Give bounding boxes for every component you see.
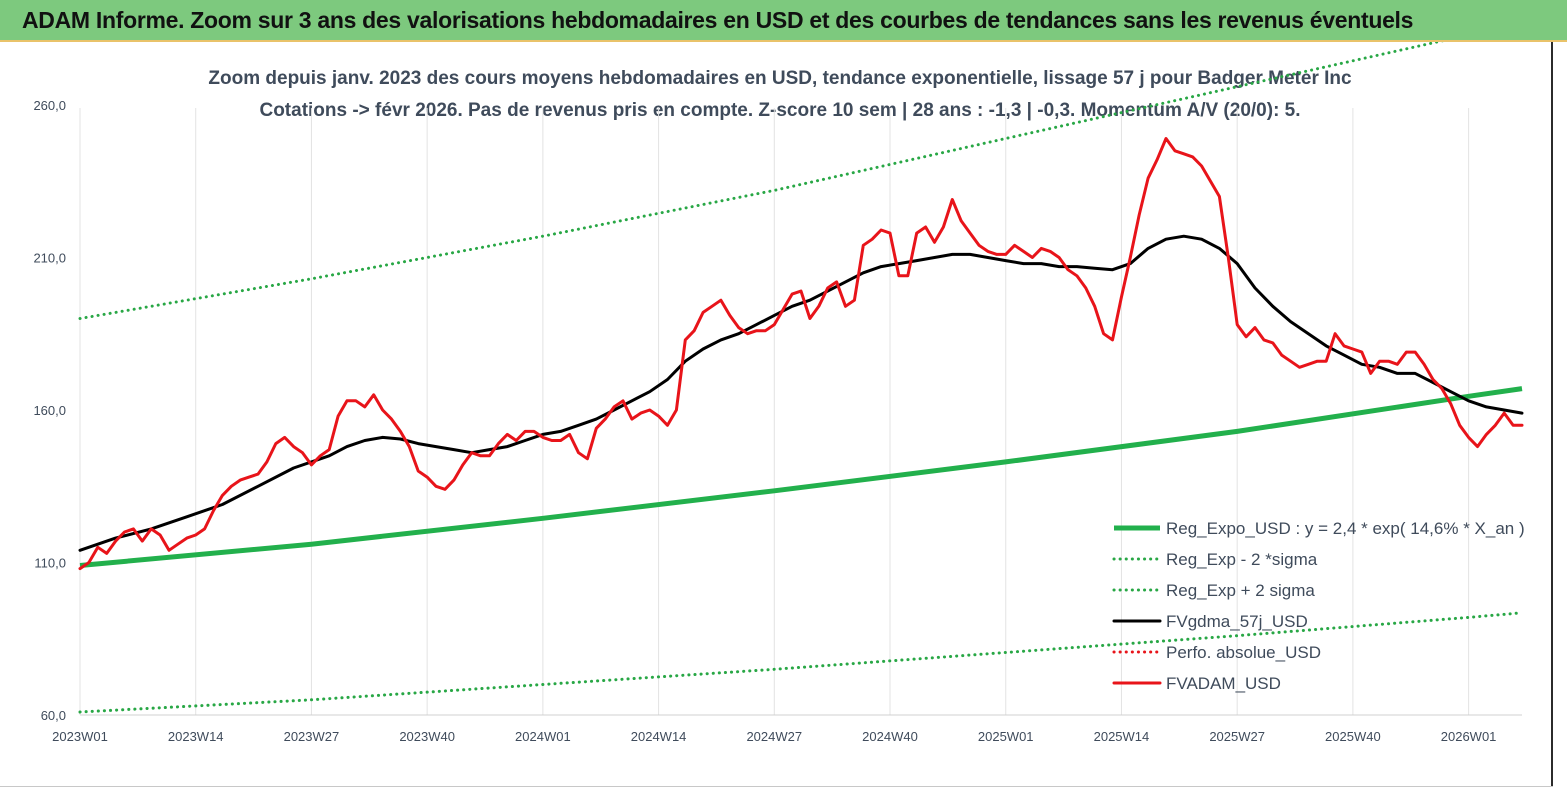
y-tick-label: 210,0: [33, 251, 66, 266]
report-title: ADAM Informe. Zoom sur 3 ans des valoris…: [22, 7, 1414, 33]
x-tick-label: 2026W01: [1441, 729, 1497, 744]
x-tick-label: 2024W40: [862, 729, 918, 744]
gridlines: [79, 108, 1470, 715]
legend-label: Reg_Exp + 2 sigma: [1166, 581, 1315, 600]
x-tick-label: 2024W27: [746, 729, 802, 744]
x-tick-label: 2023W40: [399, 729, 455, 744]
report-banner: ADAM Informe. Zoom sur 3 ans des valoris…: [0, 0, 1567, 42]
legend-label: FVADAM_USD: [1166, 674, 1281, 693]
chart-subtitle: Cotations -> févr 2026. Pas de revenus p…: [259, 100, 1300, 121]
frame-bottom-border: [0, 786, 1553, 787]
x-tick-label: 2023W01: [52, 729, 108, 744]
legend-label: Reg_Exp - 2 *sigma: [1166, 550, 1318, 569]
x-tick-label: 2024W14: [631, 729, 687, 744]
chart-title: Zoom depuis janv. 2023 des cours moyens …: [208, 68, 1352, 89]
frame-right-border: [1551, 42, 1553, 787]
y-tick-label: 260,0: [33, 98, 66, 113]
chart: Zoom depuis janv. 2023 des cours moyens …: [33, 42, 1525, 744]
legend-label: Perfo. absolue_USD: [1166, 643, 1321, 662]
x-tick-label: 2025W01: [978, 729, 1034, 744]
x-tick-label: 2025W40: [1325, 729, 1381, 744]
legend-label: FVgdma_57j_USD: [1166, 612, 1308, 631]
legend: Reg_Expo_USD : y = 2,4 * exp( 14,6% * X_…: [1112, 519, 1525, 693]
y-axis-ticks: 60,0 110,0 160,0 210,0 260,0: [33, 98, 66, 723]
x-tick-label: 2024W01: [515, 729, 571, 744]
x-tick-label: 2023W14: [168, 729, 224, 744]
series-line-1: [78, 611, 1524, 714]
x-tick-label: 2025W27: [1209, 729, 1265, 744]
x-tick-label: 2025W14: [1094, 729, 1150, 744]
x-axis-ticks: 2023W01 2023W14 2023W27 2023W40 2024W01 2024W…: [52, 729, 1496, 744]
series-lines: [78, 42, 1524, 714]
y-tick-label: 60,0: [41, 708, 66, 723]
legend-label: Reg_Expo_USD : y = 2,4 * exp( 14,6% * X_…: [1166, 519, 1525, 538]
series-line-2: [78, 42, 1444, 320]
y-tick-label: 160,0: [33, 403, 66, 418]
series-line-0: [79, 386, 1523, 568]
series-line-3: [78, 234, 1524, 552]
x-tick-label: 2023W27: [284, 729, 340, 744]
y-tick-label: 110,0: [34, 556, 66, 571]
series-line-5: [78, 137, 1524, 571]
